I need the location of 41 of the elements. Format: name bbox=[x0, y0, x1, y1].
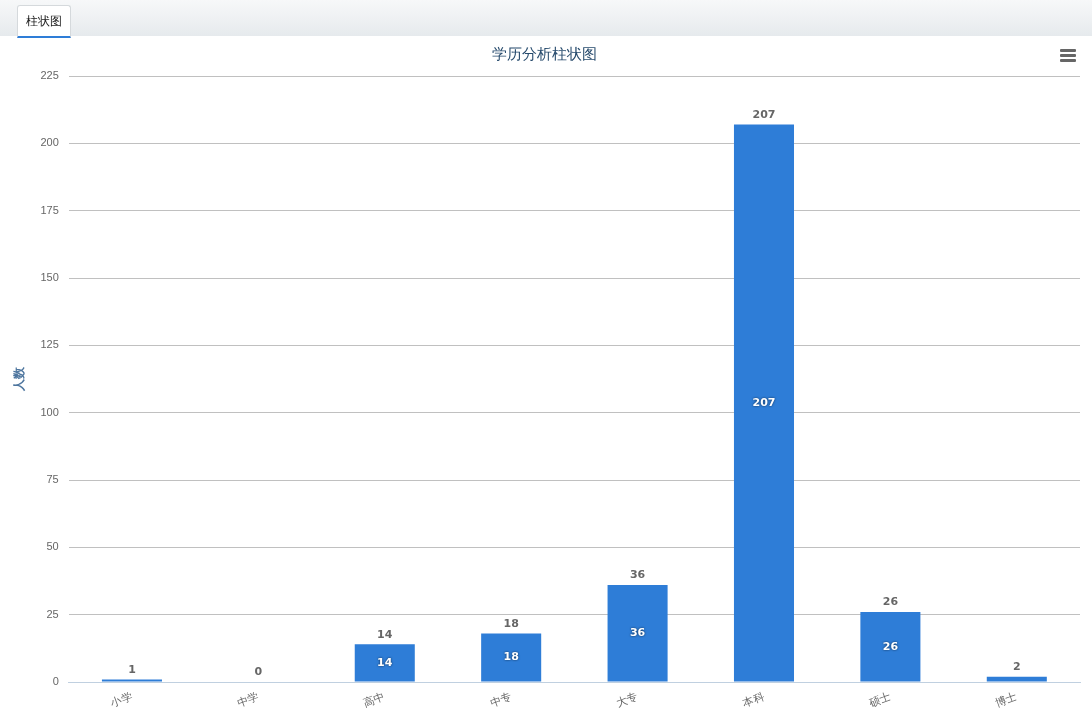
data-label: 1 bbox=[128, 662, 136, 676]
chart-title: 学历分析柱状图 bbox=[491, 44, 597, 63]
data-label: 2 bbox=[1012, 660, 1021, 674]
x-tick-label: 硕士 bbox=[866, 689, 893, 709]
bar bbox=[733, 124, 795, 682]
y-tick-label: 175 bbox=[40, 203, 59, 216]
bar bbox=[354, 644, 415, 682]
y-tick-label: 200 bbox=[40, 136, 59, 149]
y-tick-label: 25 bbox=[46, 607, 59, 620]
data-label: 207 bbox=[752, 107, 776, 121]
bar bbox=[986, 676, 1047, 682]
bar bbox=[860, 612, 921, 682]
annotation: 18 bbox=[503, 616, 519, 630]
data-label: 36 bbox=[629, 568, 646, 582]
x-tick-label: 中学 bbox=[235, 689, 261, 709]
data-label: 26 bbox=[882, 595, 899, 609]
y-tick-label: 100 bbox=[40, 405, 59, 418]
data-label: 0 bbox=[254, 665, 263, 679]
x-tick-label: 小学 bbox=[108, 689, 134, 709]
x-tick-label: 大专 bbox=[614, 689, 640, 709]
x-tick-label: 博士 bbox=[993, 689, 1019, 709]
annotation: 26 bbox=[882, 639, 899, 653]
y-axis-title: 人数 bbox=[11, 366, 26, 393]
bar bbox=[607, 585, 668, 682]
annotation: 14 bbox=[377, 627, 393, 641]
y-tick-label: 125 bbox=[40, 338, 59, 351]
y-tick-label: 225 bbox=[40, 69, 59, 82]
x-tick-label: 中专 bbox=[488, 689, 513, 709]
annotation: 36 bbox=[629, 626, 646, 640]
y-tick-label: 150 bbox=[40, 271, 59, 284]
y-tick-label: 75 bbox=[46, 473, 59, 486]
y-tick-label: 50 bbox=[46, 540, 59, 553]
x-tick-label: 高中 bbox=[361, 689, 387, 709]
data-label: 18 bbox=[503, 650, 519, 664]
text: 柱状图 bbox=[17, 5, 71, 38]
bar bbox=[101, 679, 162, 682]
x-tick-label: 本科 bbox=[740, 689, 766, 709]
y-tick-label: 0 bbox=[52, 675, 59, 688]
data-label: 14 bbox=[377, 655, 393, 669]
bar bbox=[481, 633, 542, 682]
annotation: 207 bbox=[752, 395, 776, 409]
